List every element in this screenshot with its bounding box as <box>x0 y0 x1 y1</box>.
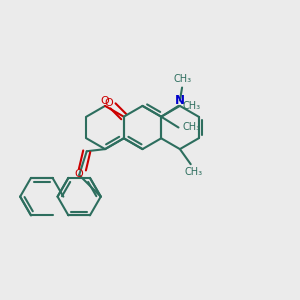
Text: CH₃: CH₃ <box>182 101 200 111</box>
Text: O: O <box>101 96 110 106</box>
Text: N: N <box>175 94 185 107</box>
Text: O: O <box>104 98 113 109</box>
Text: CH₃: CH₃ <box>184 167 203 177</box>
Text: CH₃: CH₃ <box>182 122 200 133</box>
Text: O: O <box>74 169 83 179</box>
Text: CH₃: CH₃ <box>173 74 191 84</box>
